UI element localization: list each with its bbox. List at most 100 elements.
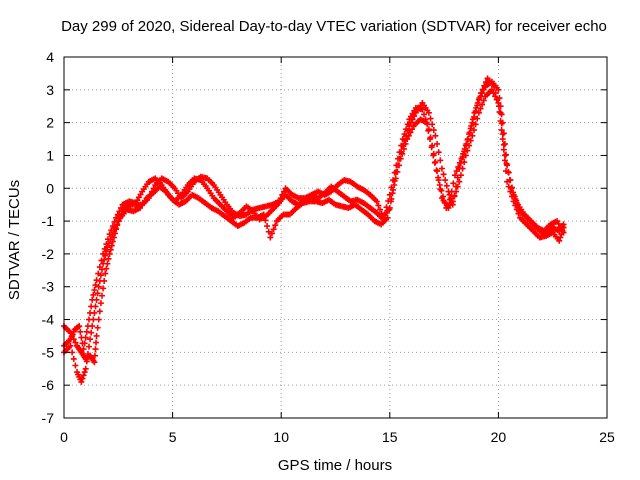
data-point-marker: [468, 122, 475, 129]
data-point-marker: [92, 282, 99, 289]
data-point-marker: [421, 111, 428, 118]
data-point-marker: [425, 126, 432, 133]
data-point-marker: [419, 106, 426, 113]
data-point-marker: [479, 86, 486, 93]
data-point-marker: [107, 246, 114, 253]
data-point-marker: [104, 236, 111, 243]
data-point-marker: [94, 324, 101, 331]
data-point-marker: [96, 264, 103, 271]
data-point-marker: [101, 245, 108, 252]
data-point-marker: [96, 308, 103, 315]
data-point-marker: [434, 168, 441, 175]
data-point-marker: [427, 134, 434, 141]
x-tick-label: 20: [491, 429, 507, 445]
data-point-marker: [100, 285, 107, 292]
data-point-marker: [118, 204, 125, 211]
data-point-marker: [98, 257, 105, 264]
data-point-marker: [409, 126, 416, 133]
data-point-marker: [403, 126, 410, 133]
data-point-marker: [492, 90, 499, 97]
data-point-marker: [513, 197, 520, 204]
data-point-marker: [375, 202, 382, 209]
data-point-marker: [501, 152, 508, 159]
data-point-marker: [82, 365, 89, 372]
data-point-marker: [455, 163, 462, 170]
y-tick-label: 0: [46, 180, 54, 196]
data-point-marker: [461, 145, 468, 152]
data-point-marker: [495, 86, 502, 93]
data-point-marker: [422, 116, 429, 123]
chart-title: Day 299 of 2020, Sidereal Day-to-day VTE…: [61, 18, 607, 35]
data-point-marker: [381, 210, 388, 217]
data-point-marker: [472, 121, 479, 128]
data-point-marker: [113, 214, 120, 221]
data-point-marker: [434, 140, 441, 147]
data-point-marker: [388, 184, 395, 191]
series-track-b: [61, 86, 567, 385]
data-point-marker: [405, 132, 412, 139]
y-tick-label: -1: [42, 213, 55, 229]
data-point-marker: [440, 171, 447, 178]
data-point-marker: [85, 316, 92, 323]
data-point-marker: [93, 339, 100, 346]
data-point-marker: [511, 193, 518, 200]
data-point-marker: [76, 323, 83, 330]
data-point-marker: [115, 218, 122, 225]
data-point-marker: [498, 120, 505, 127]
y-tick-label: -6: [42, 377, 55, 393]
data-point-marker: [494, 96, 501, 103]
data-point-marker: [464, 136, 471, 143]
data-point-marker: [75, 323, 82, 330]
data-point-marker: [394, 155, 401, 162]
data-point-marker: [505, 168, 512, 175]
data-point-marker: [430, 127, 437, 134]
data-point-marker: [81, 340, 88, 347]
data-point-marker: [495, 103, 502, 110]
data-point-marker: [102, 270, 109, 277]
data-point-marker: [445, 204, 452, 211]
data-point-marker: [508, 185, 515, 192]
y-tick-label: 1: [46, 147, 54, 163]
data-point-marker: [443, 182, 450, 189]
data-point-marker: [94, 290, 101, 297]
data-point-marker: [386, 191, 393, 198]
data-point-marker: [267, 234, 274, 241]
data-point-marker: [480, 97, 487, 104]
data-point-marker: [103, 241, 110, 248]
data-point-marker: [380, 216, 387, 223]
series-track-a: [61, 78, 567, 366]
data-point-marker: [401, 131, 408, 138]
data-point-marker: [557, 234, 564, 241]
data-point-marker: [479, 101, 486, 108]
data-point-marker: [270, 226, 277, 233]
data-point-marker: [454, 183, 461, 190]
y-tick-label: 2: [46, 115, 54, 131]
data-point-marker: [100, 250, 107, 257]
data-point-marker: [429, 142, 436, 149]
data-point-marker: [70, 355, 77, 362]
data-series: [61, 75, 567, 385]
data-point-marker: [476, 95, 483, 102]
x-tick-label: 5: [169, 429, 177, 445]
data-point-marker: [473, 104, 480, 111]
data-point-marker: [478, 90, 485, 97]
data-point-marker: [72, 339, 79, 346]
data-point-marker: [457, 172, 464, 179]
y-tick-label: -5: [42, 344, 55, 360]
data-point-marker: [79, 375, 86, 382]
data-point-marker: [83, 328, 90, 335]
y-tick-label: 4: [46, 49, 54, 65]
data-point-marker: [93, 332, 100, 339]
data-point-marker: [69, 349, 76, 356]
data-point-marker: [106, 250, 113, 257]
data-point-marker: [496, 108, 503, 115]
data-point-marker: [435, 149, 442, 156]
data-point-marker: [432, 159, 439, 166]
data-point-marker: [477, 105, 484, 112]
data-point-marker: [103, 265, 110, 272]
data-point-marker: [72, 362, 79, 369]
data-point-marker: [268, 230, 275, 237]
data-point-marker: [84, 323, 91, 330]
data-point-marker: [398, 142, 405, 149]
